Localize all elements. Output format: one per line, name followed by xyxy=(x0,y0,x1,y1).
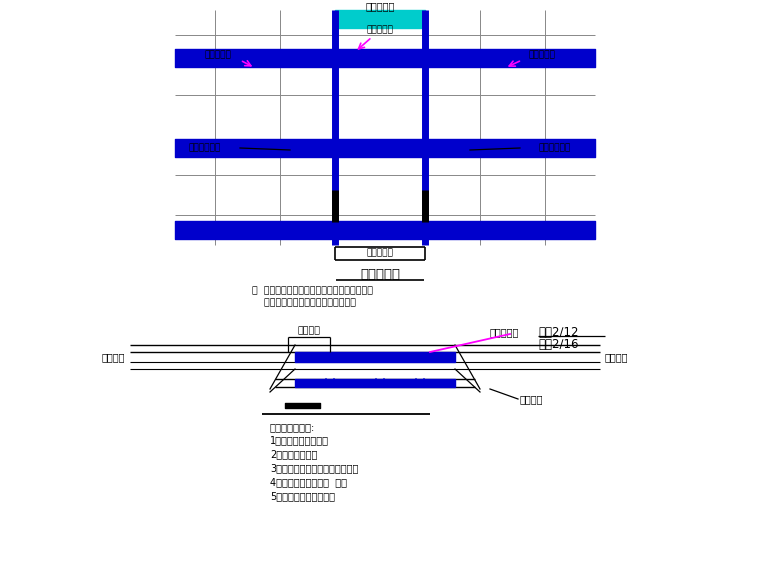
Text: 附加钢筋：: 附加钢筋： xyxy=(490,327,519,337)
Text: 后浇带施工顺序:: 后浇带施工顺序: xyxy=(270,422,315,432)
Text: 先置装配筋: 先置装配筋 xyxy=(528,51,556,59)
Text: 后浇腹壁: 后浇腹壁 xyxy=(605,352,629,362)
Text: 上部2∕12: 上部2∕12 xyxy=(538,325,578,339)
Text: 3．浇筑先期正常施工阶段混凝土: 3．浇筑先期正常施工阶段混凝土 xyxy=(270,463,359,473)
Text: 先期浇注部分: 先期浇注部分 xyxy=(189,144,221,153)
Text: 后浇带平面: 后浇带平面 xyxy=(360,267,400,280)
Text: 腹梁纵筋: 腹梁纵筋 xyxy=(520,394,543,404)
Text: 1．搭设后浇带先临盒: 1．搭设后浇带先临盒 xyxy=(270,435,329,445)
Text: 注  先期混凝土浇完后应立即把后浇圈梁的空隙: 注 先期混凝土浇完后应立即把后浇圈梁的空隙 xyxy=(252,287,373,295)
Text: 后浇带范围: 后浇带范围 xyxy=(366,249,394,258)
Text: 4．搭设后浇带先侧壁  顶盘: 4．搭设后浇带先侧壁 顶盘 xyxy=(270,477,347,487)
Text: 封盖起来，以防上杂物进入空隙内。: 封盖起来，以防上杂物进入空隙内。 xyxy=(252,299,356,307)
Text: 后浇腹壁: 后浇腹壁 xyxy=(102,352,125,362)
Text: 先期浇注部分: 先期浇注部分 xyxy=(539,144,571,153)
Text: 后浇带范围: 后浇带范围 xyxy=(366,1,394,11)
Text: 先置装配筋: 先置装配筋 xyxy=(204,51,232,59)
Text: 5．浇筑后浇带先混凝土: 5．浇筑后浇带先混凝土 xyxy=(270,491,335,501)
Text: 锚固长度: 锚固长度 xyxy=(297,327,321,336)
Text: 2．绑扎腹梁钢筋: 2．绑扎腹梁钢筋 xyxy=(270,449,318,459)
Text: 下部2∕16: 下部2∕16 xyxy=(538,339,578,352)
Text: 后置装配筋: 后置装配筋 xyxy=(366,26,394,35)
